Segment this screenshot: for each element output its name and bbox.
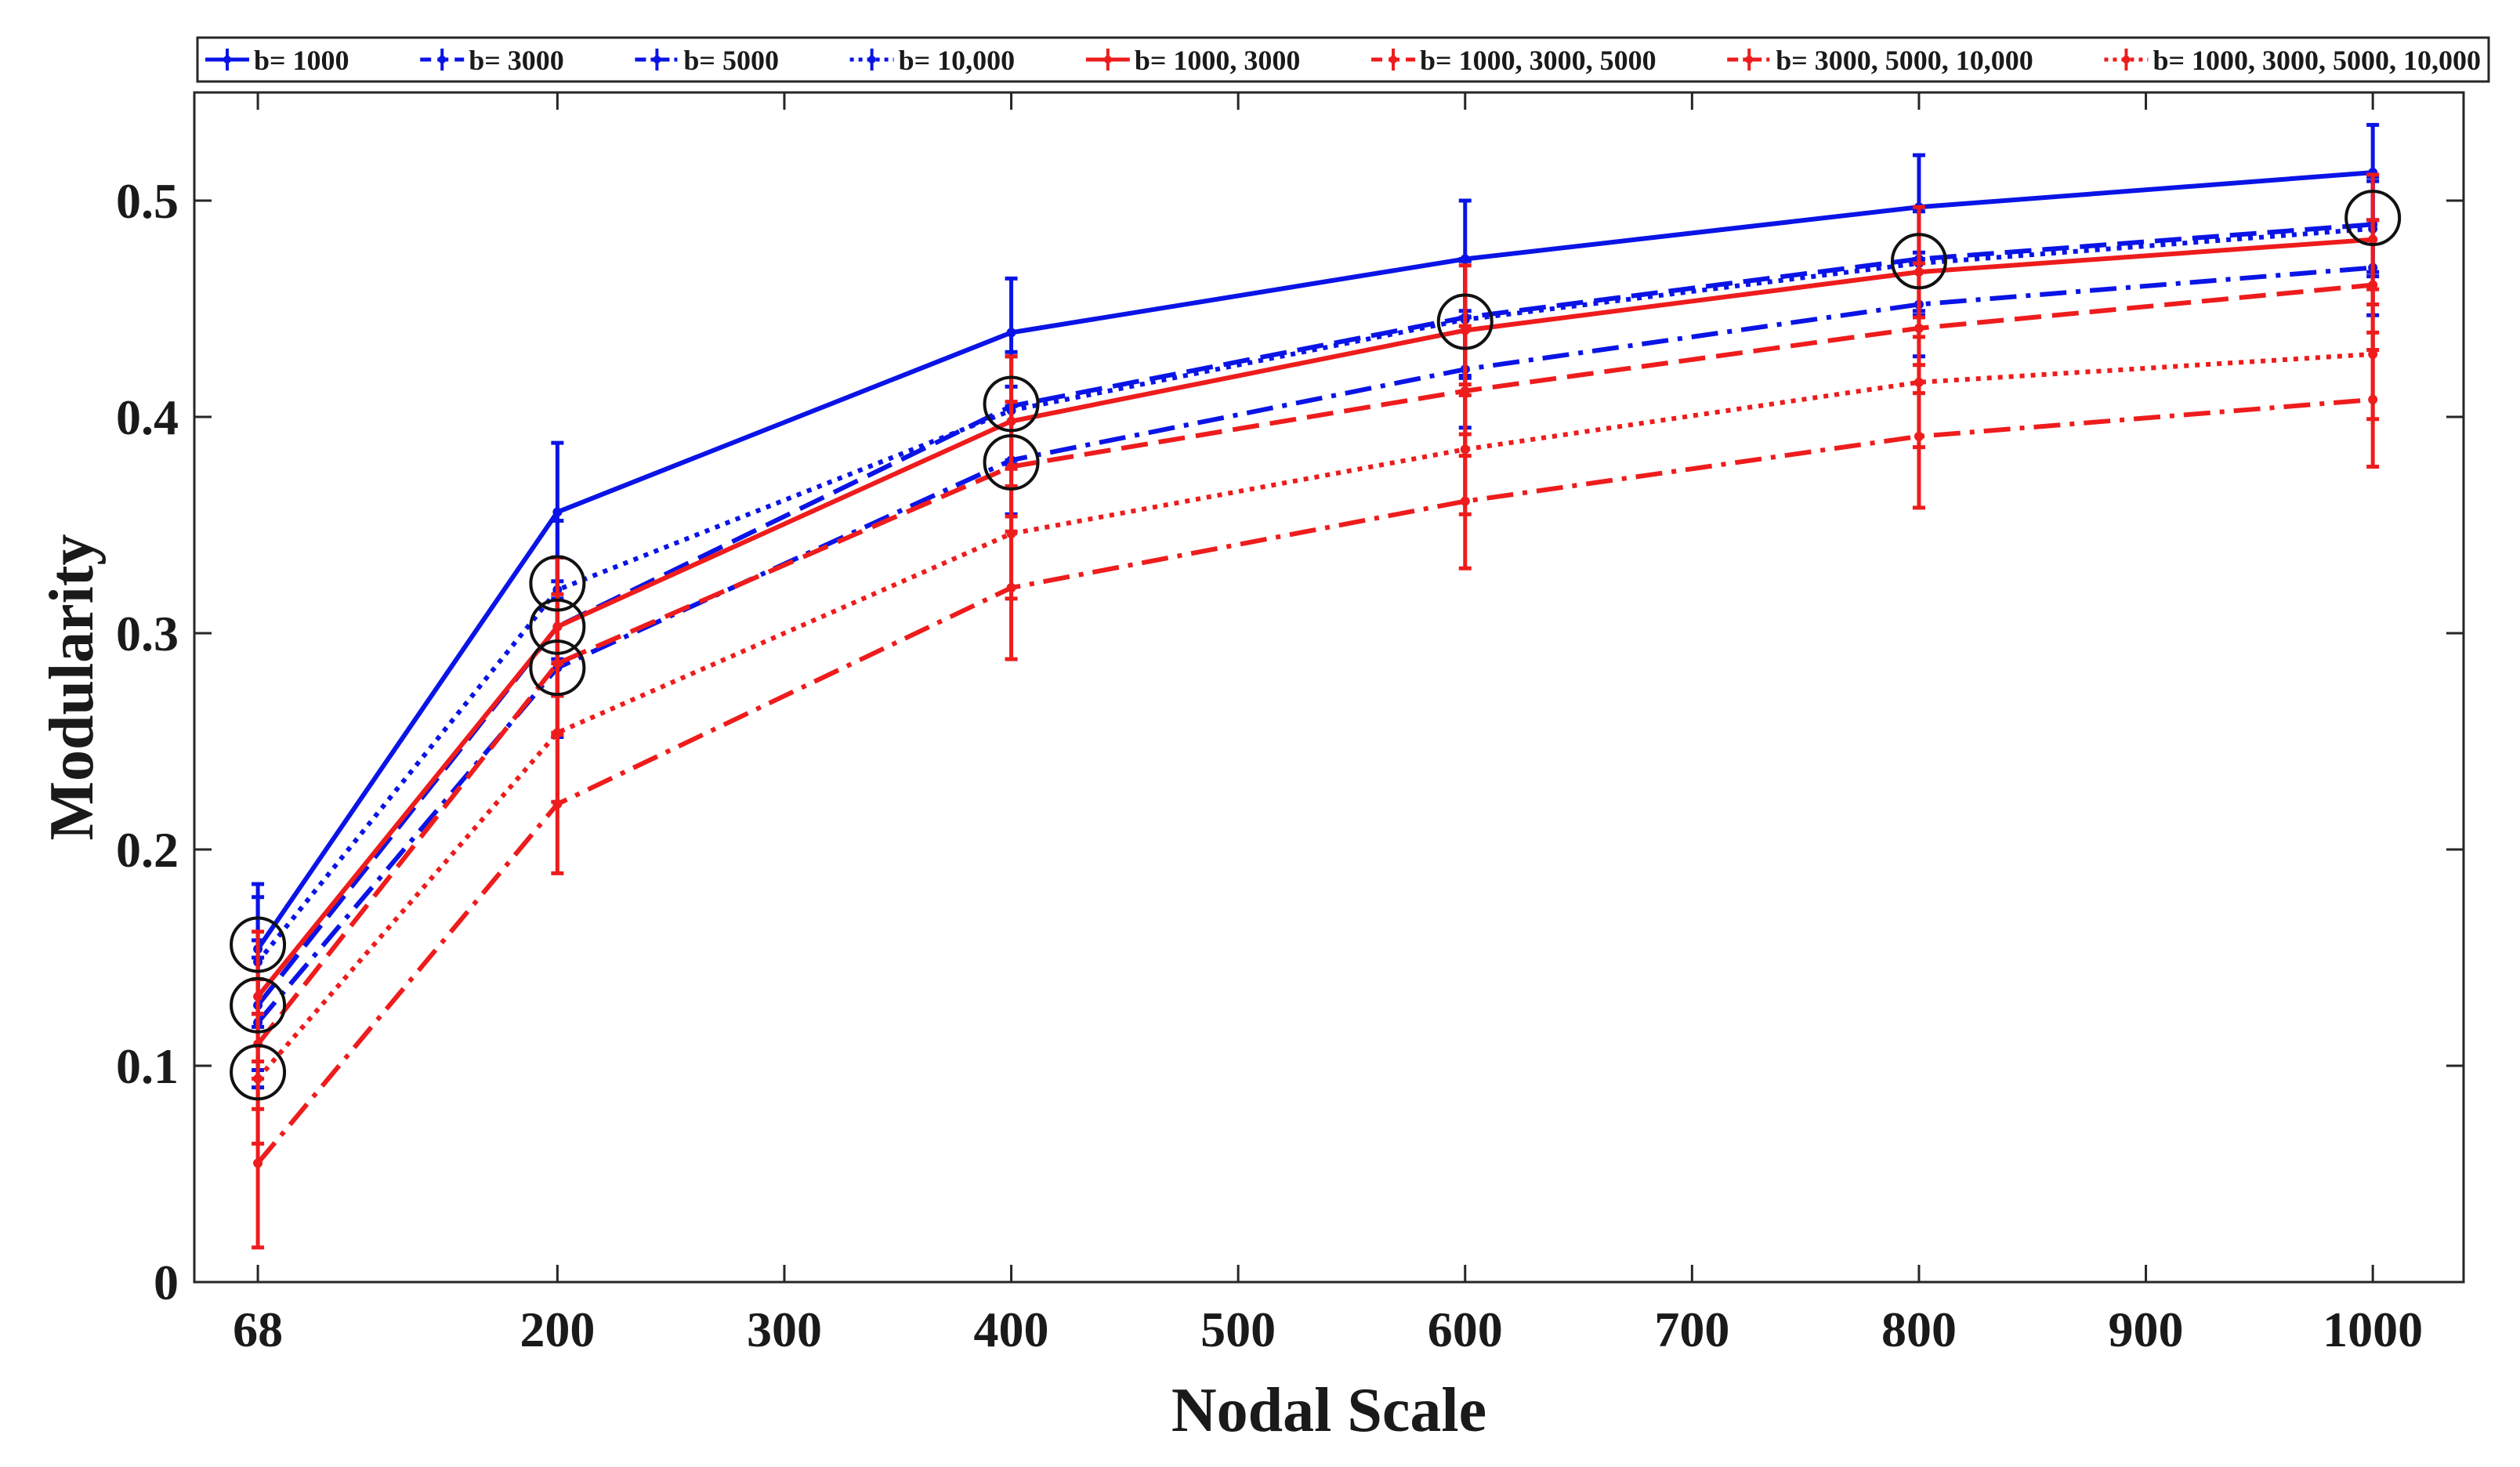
legend-label: b= 1000, 3000 (1135, 45, 1301, 76)
highlight-circle (983, 375, 1040, 433)
legend-marker (867, 56, 876, 63)
series-1 (252, 122, 2380, 1016)
x-tick-label: 700 (1654, 1302, 1729, 1357)
x-tick-label: 600 (1428, 1302, 1503, 1357)
legend-marker (1745, 56, 1754, 63)
plot-frame (193, 91, 2465, 1284)
legend-item-3: b= 5000 (635, 45, 779, 76)
highlight-circles (230, 190, 2402, 1101)
legend-marker (1103, 56, 1112, 63)
y-tick-label: 0.4 (116, 389, 179, 445)
series-line (255, 226, 2373, 964)
data-point (1006, 328, 1016, 338)
data-point (552, 727, 563, 737)
legend-marker (223, 56, 231, 63)
data-point (1006, 529, 1016, 539)
x-tick-label: 68 (233, 1302, 283, 1357)
legend-item-8: b= 1000, 3000, 5000, 10,000 (2104, 45, 2481, 76)
highlight-circle (1436, 293, 1494, 350)
data-point (552, 507, 563, 517)
x-axis-ticks: 68 200 300 400 500 600 700 800 900 1000 (233, 92, 2423, 1357)
x-tick-label: 800 (1881, 1302, 1957, 1357)
legend-label: b= 3000 (469, 45, 564, 76)
x-tick-label: 300 (747, 1302, 822, 1357)
data-point (2368, 349, 2378, 359)
data-point (2368, 280, 2378, 290)
series-line (255, 397, 2373, 1165)
series-7 (252, 330, 2380, 1250)
legend-item-6: b= 1000, 3000, 5000 (1371, 45, 1656, 76)
legend-label: b= 3000, 5000, 10,000 (1776, 45, 2033, 76)
legend-marker (438, 56, 447, 63)
highlight-circle (529, 555, 586, 612)
highlight-circle (983, 433, 1040, 491)
highlight-circle (1890, 233, 1947, 290)
legend-item-7: b= 3000, 5000, 10,000 (1727, 45, 2033, 76)
y-tick-label: 0.5 (116, 173, 179, 229)
series-line (255, 222, 2373, 1007)
x-tick-label: 400 (974, 1302, 1049, 1357)
legend-item-4: b= 10,000 (849, 45, 1016, 76)
legend-label: b= 10,000 (899, 45, 1016, 76)
x-tick-label: 500 (1200, 1302, 1276, 1357)
series-6 (252, 218, 2380, 1111)
highlight-circle (2344, 190, 2402, 247)
legend-label: b= 1000 (254, 45, 349, 76)
x-tick-label: 200 (520, 1302, 595, 1357)
series-layer (252, 122, 2380, 1250)
legend-item-2: b= 3000 (420, 45, 564, 76)
data-point (1914, 377, 1924, 387)
legend-label: b= 1000, 3000, 5000 (1420, 45, 1656, 76)
y-axis-label: Modularity (38, 534, 107, 840)
series-line (255, 237, 2373, 998)
legend-marker (2122, 56, 2131, 63)
legend-item-5: b= 1000, 3000 (1085, 45, 1301, 76)
highlight-circle (529, 639, 586, 697)
highlight-circle (529, 598, 586, 655)
axes: 68 200 300 400 500 600 700 800 900 1000 0 0.1 0.2 0.… (116, 91, 2465, 1357)
y-axis-ticks: 0 0.1 0.2 0.3 0.4 0.5 (116, 173, 2464, 1310)
legend-marker (1389, 56, 1398, 63)
y-tick-label: 0.3 (116, 606, 179, 661)
x-tick-label: 1000 (2323, 1302, 2423, 1357)
series-line (255, 265, 2373, 1024)
legend: b= 1000 b= 3000 b= 5000 b= 10,000 b= 1000, 3… (196, 36, 2490, 83)
series-2 (252, 175, 2380, 1073)
series-8 (252, 287, 2380, 1146)
highlight-circle (230, 1044, 287, 1101)
highlight-circle (230, 976, 287, 1034)
data-point (253, 1158, 263, 1168)
x-tick-label: 900 (2109, 1302, 2184, 1357)
legend-label: b= 1000, 3000, 5000, 10,000 (2152, 45, 2481, 76)
highlight-circle (230, 916, 287, 973)
y-tick-label: 0 (154, 1255, 179, 1310)
series-line (255, 351, 2373, 1081)
series-line (255, 170, 2373, 951)
y-tick-label: 0.1 (116, 1038, 179, 1094)
data-point (253, 1074, 263, 1084)
legend-item-1: b= 1000 (205, 45, 349, 76)
x-axis-label: Nodal Scale (1171, 1376, 1486, 1445)
series-line (255, 282, 2373, 1046)
y-tick-label: 0.2 (116, 822, 179, 878)
legend-label: b= 5000 (683, 45, 779, 76)
legend-marker (653, 56, 661, 63)
data-point (1460, 444, 1470, 455)
